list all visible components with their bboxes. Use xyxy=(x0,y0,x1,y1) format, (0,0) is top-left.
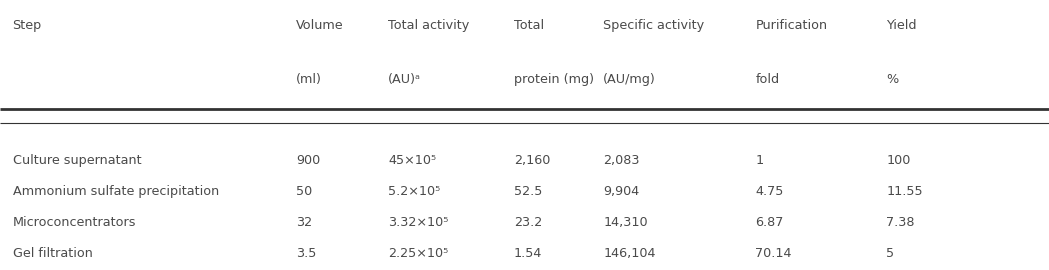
Text: 3.32×10⁵: 3.32×10⁵ xyxy=(388,216,449,229)
Text: Microconcentrators: Microconcentrators xyxy=(13,216,136,229)
Text: 6.87: 6.87 xyxy=(755,216,784,229)
Text: (ml): (ml) xyxy=(296,73,322,86)
Text: Total activity: Total activity xyxy=(388,19,469,32)
Text: 9,904: 9,904 xyxy=(603,185,640,198)
Text: 14,310: 14,310 xyxy=(603,216,648,229)
Text: Step: Step xyxy=(13,19,42,32)
Text: Gel filtration: Gel filtration xyxy=(13,247,92,260)
Text: Total: Total xyxy=(514,19,544,32)
Text: (AU/mg): (AU/mg) xyxy=(603,73,656,86)
Text: 5.2×10⁵: 5.2×10⁵ xyxy=(388,185,441,198)
Text: Specific activity: Specific activity xyxy=(603,19,704,32)
Text: 2,083: 2,083 xyxy=(603,154,640,167)
Text: 7.38: 7.38 xyxy=(886,216,915,229)
Text: 900: 900 xyxy=(296,154,320,167)
Text: (AU)ᵃ: (AU)ᵃ xyxy=(388,73,421,86)
Text: protein (mg): protein (mg) xyxy=(514,73,594,86)
Text: fold: fold xyxy=(755,73,779,86)
Text: 5: 5 xyxy=(886,247,895,260)
Text: 70.14: 70.14 xyxy=(755,247,792,260)
Text: Purification: Purification xyxy=(755,19,828,32)
Text: 3.5: 3.5 xyxy=(296,247,316,260)
Text: 1.54: 1.54 xyxy=(514,247,542,260)
Text: Yield: Yield xyxy=(886,19,917,32)
Text: 23.2: 23.2 xyxy=(514,216,542,229)
Text: Ammonium sulfate precipitation: Ammonium sulfate precipitation xyxy=(13,185,219,198)
Text: 146,104: 146,104 xyxy=(603,247,656,260)
Text: %: % xyxy=(886,73,899,86)
Text: 45×10⁵: 45×10⁵ xyxy=(388,154,436,167)
Text: 32: 32 xyxy=(296,216,312,229)
Text: 2.25×10⁵: 2.25×10⁵ xyxy=(388,247,448,260)
Text: 52.5: 52.5 xyxy=(514,185,542,198)
Text: 1: 1 xyxy=(755,154,764,167)
Text: 100: 100 xyxy=(886,154,911,167)
Text: 50: 50 xyxy=(296,185,312,198)
Text: 2,160: 2,160 xyxy=(514,154,551,167)
Text: Volume: Volume xyxy=(296,19,343,32)
Text: Culture supernatant: Culture supernatant xyxy=(13,154,142,167)
Text: 11.55: 11.55 xyxy=(886,185,923,198)
Text: 4.75: 4.75 xyxy=(755,185,784,198)
